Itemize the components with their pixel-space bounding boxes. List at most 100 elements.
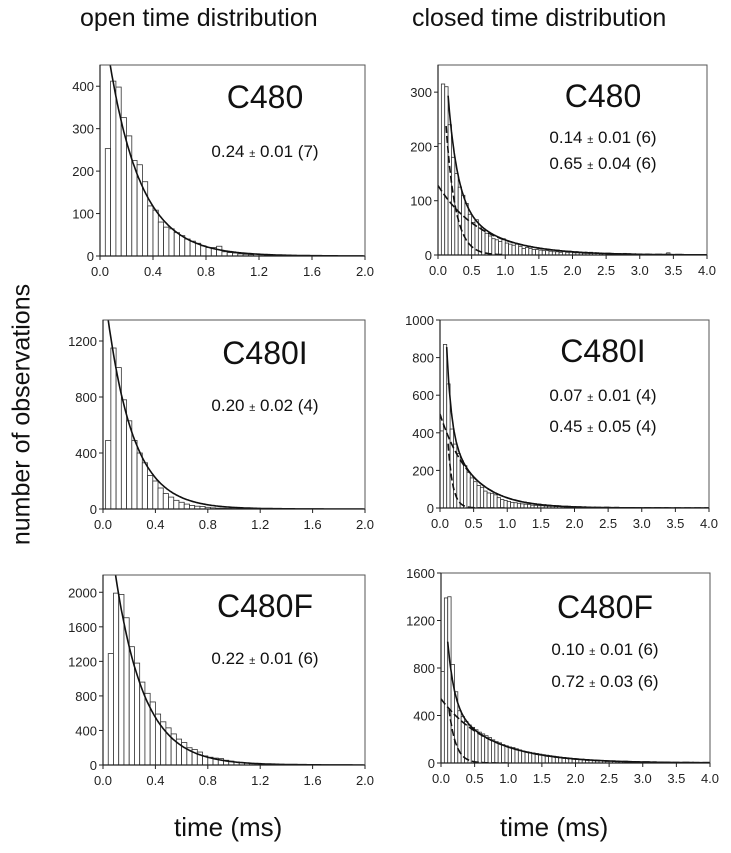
histogram-bar: [481, 230, 486, 256]
time-constant-annotation: 0.45 ± 0.05 (4): [549, 417, 656, 436]
x-tick-label: 3.5: [667, 771, 685, 786]
panel-closed-c480: 0.0 0.5 1.0 1.5 2.0 2.5 3.0 3.5 4.0 0 100 200 300 C48…: [410, 64, 716, 278]
x-tick-label: 4.0: [700, 516, 718, 531]
histogram-bar: [511, 244, 516, 256]
histogram-bar: [477, 731, 482, 764]
histogram-bar: [200, 245, 207, 257]
histogram-bar: [504, 745, 509, 764]
histogram-bar: [480, 733, 486, 764]
histogram-bar: [136, 452, 143, 510]
y-tick-label: 400: [75, 446, 97, 461]
histogram-bar: [464, 721, 469, 764]
histogram-bar: [126, 420, 133, 510]
histogram-bar: [504, 242, 510, 256]
y-tick-label: 600: [412, 388, 434, 403]
histogram-bar: [498, 241, 503, 256]
x-tick-label: 0.0: [94, 517, 112, 532]
x-axis-label-open: time (ms): [174, 812, 283, 842]
panel-open-c480f: 0.0 0.4 0.8 1.2 1.6 2.0 0 400 800 1200 1600 2000 C48…: [68, 574, 374, 788]
histogram-bar: [524, 751, 529, 764]
histogram-bar: [531, 249, 536, 256]
x-tick-label: 2.0: [356, 773, 374, 788]
x-tick-label: 0.0: [94, 773, 112, 788]
histogram-bar: [131, 439, 138, 510]
panel-closed-c480i: 0.0 0.5 1.0 1.5 2.0 2.5 3.0 3.5 4.0 0 200 400 600 800…: [405, 313, 718, 531]
y-tick-label: 400: [413, 709, 435, 724]
time-constant-annotation: 0.65 ± 0.04 (6): [549, 154, 656, 173]
histogram-bar: [511, 747, 516, 764]
y-tick-label: 1600: [68, 620, 97, 635]
histogram-bar: [178, 501, 185, 510]
histogram-bar: [535, 249, 540, 256]
x-tick-label: 2.0: [356, 517, 374, 532]
x-tick-label: 0.8: [199, 517, 217, 532]
y-tick-label: 0: [87, 249, 94, 264]
histogram-bar: [467, 724, 472, 764]
y-tick-label: 300: [410, 85, 432, 100]
histogram-bar: [152, 480, 159, 510]
y-tick-label: 800: [75, 689, 97, 704]
x-tick-label: 1.6: [303, 264, 321, 279]
histogram-bar: [491, 739, 496, 764]
histogram-bar: [503, 500, 508, 509]
fit-line-fast-component: [445, 125, 505, 255]
histogram-bar: [179, 235, 186, 257]
x-tick-label: 1.5: [532, 516, 550, 531]
histogram-bar: [493, 494, 498, 509]
histogram-bar: [514, 748, 519, 764]
y-tick-label: 200: [410, 139, 432, 154]
time-constant-annotation: 0.20 ± 0.02 (4): [211, 396, 318, 415]
histogram-bar: [491, 238, 496, 256]
histogram-bar: [501, 744, 506, 764]
time-constant-annotation: 0.14 ± 0.01 (6): [549, 128, 656, 147]
x-axis-label-closed: time (ms): [500, 812, 609, 842]
y-tick-label: 0: [90, 758, 97, 773]
histogram-bar: [486, 492, 491, 509]
histogram-bar: [120, 399, 127, 510]
x-tick-label: 1.2: [251, 773, 269, 788]
panel-title: C480: [227, 79, 304, 115]
x-tick-label: 1.2: [251, 517, 269, 532]
histogram-bar: [454, 173, 459, 256]
histogram-bar: [494, 239, 499, 256]
x-tick-label: 3.0: [633, 516, 651, 531]
y-tick-label: 400: [75, 723, 97, 738]
histogram-bar: [157, 487, 164, 510]
panel-title: C480I: [560, 333, 645, 369]
y-tick-label: 800: [413, 661, 435, 676]
histogram-bar: [494, 741, 499, 764]
x-tick-label: 2.0: [565, 516, 583, 531]
histogram-bar: [126, 135, 133, 257]
histogram-bar: [541, 250, 546, 256]
histogram-bar: [469, 477, 475, 509]
histogram-bar: [488, 235, 493, 256]
histogram-bar: [510, 501, 515, 509]
histogram-bar: [105, 439, 112, 510]
histogram-bar: [168, 496, 175, 510]
histogram-bar: [464, 203, 469, 256]
histogram-bar: [470, 726, 476, 764]
y-tick-label: 1200: [68, 334, 97, 349]
x-tick-label: 0.4: [146, 773, 164, 788]
histogram-bar: [514, 243, 520, 256]
histogram-bar: [471, 222, 476, 256]
histogram-bar: [168, 228, 175, 257]
x-tick-label: 2.0: [566, 771, 584, 786]
column-title-open: open time distribution: [80, 4, 318, 32]
histogram-bar: [490, 492, 495, 509]
x-tick-label: 0.0: [431, 516, 449, 531]
time-constant-annotation: 0.07 ± 0.01 (4): [549, 386, 656, 405]
histogram-bar: [516, 502, 522, 509]
histogram-bar: [104, 148, 112, 257]
histogram-bar: [173, 499, 180, 510]
histogram-bar: [163, 226, 170, 257]
x-tick-label: 0.8: [197, 264, 215, 279]
panel-open-c480i: 0.0 0.4 0.8 1.2 1.6 2.0 0 400 800 1200 C480I 0.20 ±…: [68, 319, 374, 532]
fit-line-slow-component: [438, 185, 707, 255]
panel-title: C480F: [217, 588, 313, 624]
y-tick-label: 800: [412, 351, 434, 366]
histogram-bar: [110, 347, 117, 510]
x-tick-label: 0.8: [199, 773, 217, 788]
time-constant-annotation: 0.22 ± 0.01 (6): [211, 649, 318, 668]
histogram-bar: [521, 750, 526, 764]
